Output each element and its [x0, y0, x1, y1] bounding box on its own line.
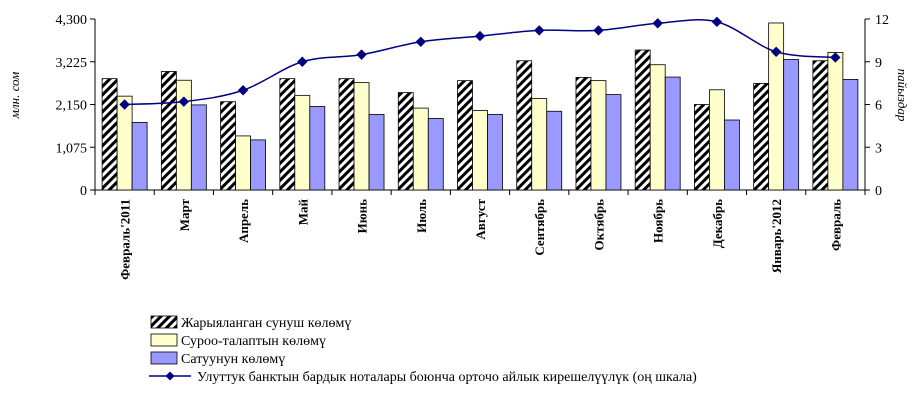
bar — [279, 78, 296, 191]
bar — [546, 110, 563, 191]
x-tick-label: Май — [295, 198, 310, 225]
y-axis-left-title: млн. сом — [7, 72, 22, 120]
line-point — [356, 49, 367, 60]
legend-entry-label: Улуттук банктын бардык ноталары боюнча о… — [197, 370, 697, 385]
y-left-tick-label: 0 — [80, 184, 87, 199]
x-tick-label: Март — [177, 198, 192, 231]
y-left-tick-label: 4,300 — [56, 13, 88, 28]
bar — [250, 139, 266, 191]
bar — [812, 60, 829, 191]
line-point — [474, 30, 486, 42]
x-tick-label: Февраль'2011 — [118, 199, 133, 280]
bar — [664, 76, 681, 191]
x-tick-label: Апрель — [236, 199, 251, 243]
x-tick-label: Октябрь — [591, 199, 606, 251]
x-tick-label: Август — [473, 198, 488, 239]
y-right-tick-label: 3 — [875, 141, 882, 156]
line-point — [770, 46, 782, 57]
bar — [397, 92, 414, 191]
bar — [753, 83, 770, 191]
x-tick-label: Декабрь — [710, 199, 725, 248]
bar — [190, 104, 207, 191]
bar — [634, 49, 651, 191]
y-left-tick-label: 2,150 — [56, 99, 88, 114]
bar — [294, 94, 311, 191]
line-point — [237, 85, 249, 96]
bar — [160, 71, 177, 191]
bar — [309, 106, 326, 191]
bar — [220, 101, 236, 191]
line-point — [415, 36, 426, 48]
legend-swatch — [150, 315, 178, 329]
bar — [235, 135, 251, 191]
x-tick-label: Июнь — [355, 199, 370, 234]
bar — [694, 104, 710, 191]
bar — [487, 114, 503, 191]
legend-marker — [165, 371, 175, 381]
y-left-tick-label: 3,225 — [56, 56, 88, 71]
plot-area: 0 1,075 2,150 3,225 4,300 0 3 6 9 12 Февраль'2011 М… — [56, 13, 890, 280]
line-point — [711, 16, 723, 28]
bar — [649, 64, 666, 191]
bar — [827, 52, 844, 191]
x-tick-label: Июль — [414, 199, 429, 233]
bar — [101, 78, 118, 191]
x-tick-label: Январь'2012 — [769, 199, 784, 273]
x-tick-label: Февраль — [828, 199, 843, 251]
bar — [516, 60, 533, 191]
bar — [338, 78, 355, 191]
bar — [368, 114, 385, 191]
line-point — [534, 25, 545, 36]
y-right-tick-label: 12 — [875, 13, 889, 28]
line-point — [119, 99, 130, 110]
legend-entry-label: Суроо-талаптын көлөмү — [181, 334, 326, 349]
bar — [472, 110, 488, 191]
x-tick-label: Ноябрь — [651, 199, 666, 243]
legend-swatch — [150, 351, 178, 365]
line-point — [593, 25, 604, 36]
legend: Жарыяланган сунуш көлөмү Суроо-талаптын к… — [149, 315, 697, 385]
bar — [724, 119, 740, 191]
bar — [709, 89, 725, 191]
bar — [412, 107, 429, 191]
bar — [116, 95, 133, 191]
y-right-tick-label: 6 — [875, 99, 882, 114]
y-right-tick-label: 0 — [875, 184, 882, 199]
y-axis-right-title: пайыздар — [895, 69, 910, 122]
line-point — [178, 96, 190, 107]
bar — [783, 59, 800, 191]
line-point — [297, 56, 308, 67]
legend-entry-label: Сатуунун көлөмү — [181, 352, 285, 367]
legend-entry-label: Жарыяланган сунуш көлөмү — [181, 316, 351, 331]
bar — [457, 80, 473, 191]
y-right-tick-label: 9 — [875, 56, 882, 71]
bar — [842, 79, 859, 191]
bar — [427, 118, 444, 191]
bar — [353, 82, 370, 191]
line-point — [652, 18, 663, 29]
bar — [605, 94, 622, 191]
bar — [575, 77, 592, 191]
line-point — [830, 52, 841, 63]
bar — [131, 121, 148, 191]
y-left-tick-label: 1,075 — [56, 141, 88, 156]
bar — [590, 80, 607, 191]
bar — [531, 98, 548, 191]
x-tick-label: Сентябрь — [532, 199, 547, 256]
legend-swatch — [150, 333, 178, 347]
